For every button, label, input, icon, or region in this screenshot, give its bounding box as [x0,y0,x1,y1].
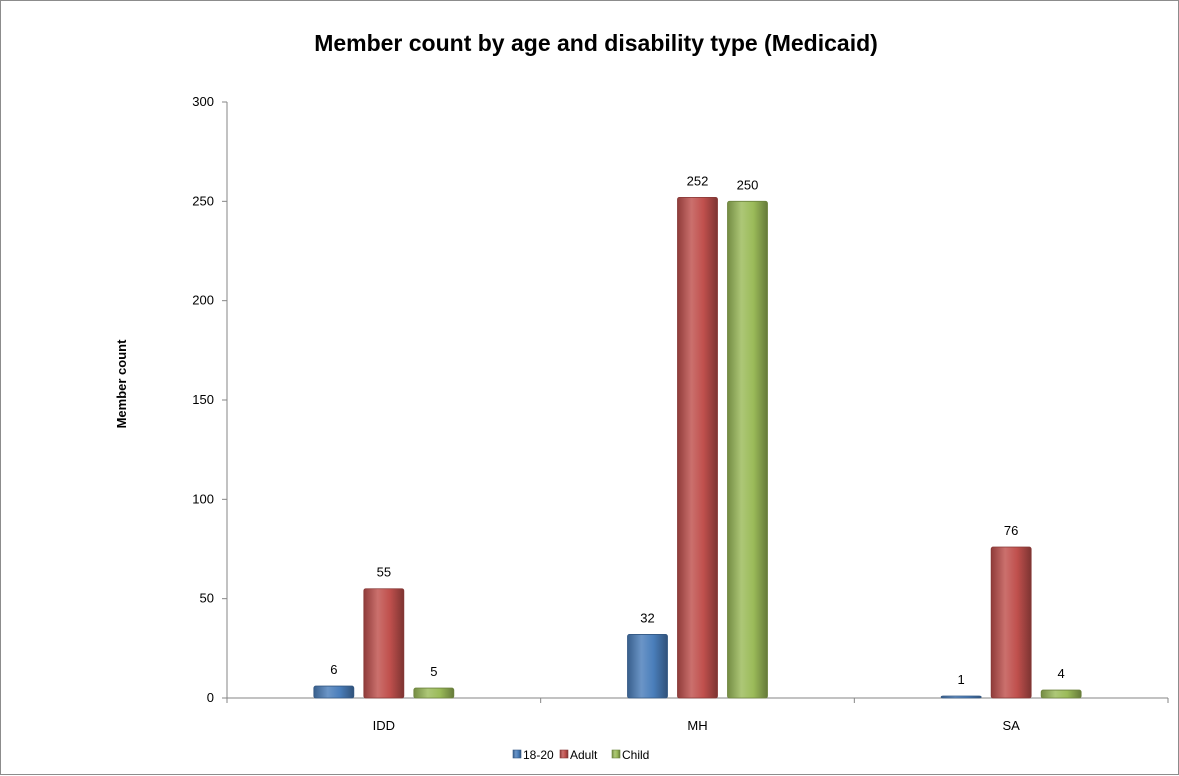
bar-child-mh [727,200,768,699]
legend: 18-20 Adult Child [512,748,649,762]
data-label: 55 [377,565,391,580]
x-tick-label: MH [687,718,707,733]
legend-label: Adult [570,748,598,762]
data-label: 1 [958,672,965,687]
data-label: 250 [737,177,759,192]
data-label: 76 [1004,523,1018,538]
x-tick-label: SA [1002,718,1020,733]
x-tick-label: IDD [373,718,395,733]
chart-title: Member count by age and disability type … [314,30,878,56]
y-tick-label: 250 [192,193,214,208]
y-tick-label: 100 [192,491,214,506]
data-label: 32 [640,610,654,625]
data-label: 5 [430,664,437,679]
legend-label: 18-20 [523,748,554,762]
y-tick-label: 0 [207,690,214,705]
bars [313,196,1082,699]
y-tick-label: 200 [192,293,214,308]
legend-swatch [559,749,569,759]
bar-adult-sa [990,546,1032,699]
bar-18-20-mh [627,634,668,699]
legend-label: Child [622,748,649,762]
legend-swatch [611,749,621,759]
y-tick-label: 50 [200,591,214,606]
y-axis-label: Member count [114,339,129,429]
bar-adult-mh [677,196,718,699]
data-label: 252 [687,173,709,188]
bar-child-sa [1040,689,1082,699]
bar-18-20-idd [313,685,355,699]
bar-adult-idd [363,588,405,699]
data-label: 4 [1058,666,1065,681]
bar-18-20-sa [940,695,982,699]
legend-swatch [512,749,522,759]
bar-child-idd [413,687,455,699]
y-tick-label: 300 [192,94,214,109]
data-label: 6 [330,662,337,677]
y-tick-label: 150 [192,392,214,407]
